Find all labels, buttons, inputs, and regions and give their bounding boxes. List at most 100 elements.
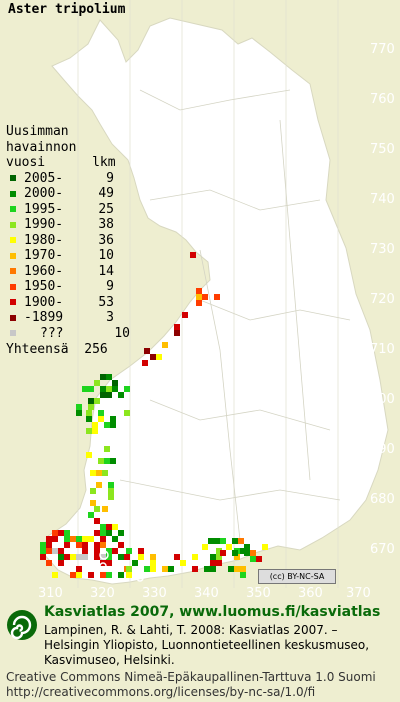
legend-row: ??? 10 — [6, 326, 130, 342]
license-badge[interactable]: (cc) BY-NC-SA — [258, 569, 336, 584]
y-tick-label: 730 — [370, 242, 395, 257]
legend-count: 36 — [98, 232, 114, 248]
observation-square — [40, 542, 46, 548]
observation-square — [58, 530, 64, 536]
observation-square — [88, 536, 94, 542]
observation-square — [126, 548, 132, 554]
observation-square — [90, 470, 96, 476]
legend-count: 10 — [114, 325, 130, 341]
legend-swatch — [10, 206, 16, 213]
atlas-title: Kasviatlas 2007, www.luomus.fi/kasviatla… — [44, 604, 381, 620]
y-tick-label: 710 — [370, 342, 395, 357]
observation-square — [90, 488, 96, 494]
y-tick-label: 680 — [370, 492, 395, 507]
legend-label: 1995- — [24, 201, 64, 217]
observation-square — [106, 524, 112, 530]
observation-square — [210, 554, 216, 560]
legend-swatch — [10, 252, 16, 259]
observation-square — [162, 342, 168, 348]
observation-square — [150, 354, 156, 360]
city-markers — [99, 550, 144, 582]
observation-square — [58, 554, 64, 560]
observation-square — [94, 518, 100, 524]
observation-square — [174, 324, 180, 330]
observation-square — [76, 542, 82, 548]
legend-count: 14 — [98, 263, 114, 279]
observation-square — [52, 530, 58, 536]
observation-square — [88, 404, 94, 410]
observation-square — [76, 536, 82, 542]
observation-square — [82, 542, 88, 548]
observation-square — [100, 572, 106, 578]
x-tick-label: 360 — [298, 586, 323, 601]
observation-square — [150, 560, 156, 566]
observation-square — [180, 560, 186, 566]
observation-square — [96, 470, 102, 476]
observation-square — [58, 548, 64, 554]
observation-square — [106, 554, 112, 560]
observation-square — [96, 482, 102, 488]
observation-square — [118, 572, 124, 578]
legend-label: ??? — [40, 325, 64, 341]
observation-square — [90, 500, 96, 506]
observation-squares — [40, 252, 268, 578]
legend-count: 9 — [106, 170, 114, 186]
observation-square — [110, 422, 116, 428]
finland-map — [40, 0, 389, 588]
observation-square — [94, 380, 100, 386]
observation-square — [220, 538, 226, 544]
observation-square — [124, 554, 130, 560]
license-url[interactable]: http://creativecommons.org/licenses/by-n… — [6, 685, 316, 699]
observation-square — [244, 544, 250, 550]
observation-square — [110, 458, 116, 464]
observation-square — [88, 512, 94, 518]
observation-square — [86, 416, 92, 422]
observation-square — [100, 530, 106, 536]
observation-square — [92, 422, 98, 428]
observation-square — [244, 550, 250, 556]
observation-square — [104, 422, 110, 428]
observation-square — [40, 548, 46, 554]
observation-square — [132, 560, 138, 566]
legend-label: 1950- — [24, 279, 64, 294]
legend-label: 1990- — [24, 217, 64, 232]
legend-count: 38 — [98, 217, 114, 232]
observation-square — [126, 566, 132, 572]
x-tick-label: 310 — [38, 586, 63, 601]
total-count: 256 — [84, 342, 108, 357]
observation-square — [98, 416, 104, 422]
observation-square — [86, 410, 92, 416]
observation-square — [88, 398, 94, 404]
observation-square — [204, 566, 210, 572]
legend-label: 1970- — [24, 248, 64, 263]
observation-square — [232, 550, 238, 556]
observation-square — [76, 572, 82, 578]
observation-square — [216, 554, 222, 560]
observation-square — [88, 572, 94, 578]
observation-square — [150, 566, 156, 572]
observation-square — [94, 530, 100, 536]
observation-square — [210, 560, 216, 566]
observation-square — [102, 506, 108, 512]
observation-square — [46, 560, 52, 566]
observation-square — [46, 542, 52, 548]
observation-square — [52, 536, 58, 542]
observation-square — [70, 554, 76, 560]
legend-row: 1995- 25 — [6, 202, 130, 218]
citation: Lampinen, R. & Lahti, T. 2008: Kasviatla… — [44, 623, 369, 668]
observation-square — [100, 554, 106, 560]
license-name: Creative Commons Nimeä-Epäkaupallinen-Ta… — [6, 670, 376, 684]
observation-square — [82, 548, 88, 554]
observation-square — [110, 416, 116, 422]
observation-square — [118, 530, 124, 536]
observation-square — [86, 452, 92, 458]
observation-square — [118, 392, 124, 398]
coordinate-grid — [77, 0, 339, 588]
legend-row: 1970- 10 — [6, 248, 130, 264]
map-area: Aster tripolium Uusimman havainnon vuosi… — [6, 0, 395, 601]
legend-row: 2000- 49 — [6, 186, 130, 202]
observation-square — [92, 428, 98, 434]
legend-swatch — [10, 314, 16, 321]
observation-square — [94, 554, 100, 560]
legend-swatch — [10, 190, 16, 197]
